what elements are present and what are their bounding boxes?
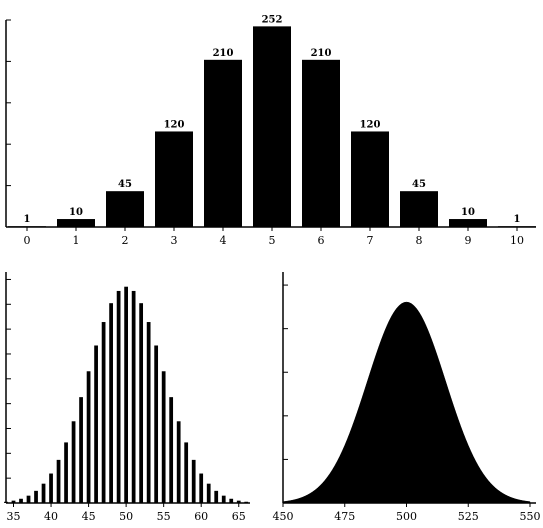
x-tick-label: 9: [465, 234, 472, 247]
bar: [124, 286, 128, 503]
bar: [244, 501, 249, 503]
bar: [176, 421, 181, 503]
bar: [49, 473, 53, 503]
bar: [498, 226, 536, 227]
bar: [41, 483, 46, 503]
bar: [26, 495, 31, 503]
distribution-area: [282, 301, 531, 504]
x-tick-label: 5: [269, 234, 276, 247]
x-tick-label: 3: [171, 234, 178, 247]
x-tick-label: 35: [7, 510, 21, 523]
bar: [169, 397, 174, 503]
bar: [204, 59, 242, 227]
bar: [109, 303, 113, 503]
x-tick-label: 450: [273, 510, 294, 523]
x-tick-label: 8: [416, 234, 423, 247]
bar: [146, 322, 151, 503]
bar: [206, 483, 211, 503]
x-tick-label: 475: [334, 510, 355, 523]
data-label: 1: [24, 214, 31, 225]
bar: [79, 397, 83, 503]
x-tick-label: 55: [157, 510, 171, 523]
bar: [155, 131, 193, 227]
bar: [19, 498, 23, 503]
data-label: 1: [514, 214, 521, 225]
bar: [351, 131, 389, 227]
bar: [94, 345, 98, 503]
data-label: 45: [412, 179, 426, 190]
bar: [449, 219, 487, 227]
bar: [4, 501, 8, 503]
data-label: 120: [360, 119, 381, 130]
x-tick-label: 0: [24, 234, 31, 247]
x-tick-label: 2: [122, 234, 129, 247]
x-tick-label: 500: [396, 510, 417, 523]
bar: [8, 226, 46, 227]
bar: [34, 490, 38, 503]
bar: [191, 459, 196, 503]
bar: [161, 371, 166, 503]
x-tick-label: 65: [232, 510, 246, 523]
data-label: 45: [118, 179, 132, 190]
bar: [64, 442, 68, 503]
data-label: 252: [262, 14, 283, 25]
bar: [101, 322, 106, 503]
bar: [302, 59, 340, 227]
bar: [139, 303, 144, 503]
bottom-right-binomial-chart: 450 475 500 525 550: [273, 272, 541, 523]
x-tick-label: 50: [119, 510, 133, 523]
data-label: 210: [213, 48, 234, 59]
bar: [253, 26, 291, 227]
bar: [71, 421, 76, 503]
x-tick-label: 1: [73, 234, 80, 247]
bar: [214, 490, 219, 503]
x-tick-label: 60: [194, 510, 208, 523]
bar: [86, 371, 91, 503]
data-label: 210: [311, 48, 332, 59]
x-tick-label: 6: [318, 234, 325, 247]
bar: [400, 191, 438, 227]
bar: [236, 500, 241, 503]
bottom-left-binomial-chart: 35 40 45 50 55 60 65: [4, 272, 250, 523]
data-label: 120: [164, 119, 185, 130]
bar: [229, 498, 234, 503]
bar: [184, 442, 189, 503]
bar: [56, 459, 61, 503]
bar: [57, 219, 95, 227]
x-tick-label: 550: [520, 510, 541, 523]
x-tick-label: 40: [44, 510, 58, 523]
bar: [116, 290, 121, 503]
bar: [106, 191, 144, 227]
data-label: 10: [69, 207, 83, 218]
x-tick-label: 10: [510, 234, 524, 247]
x-tick-label: 45: [82, 510, 96, 523]
x-tick-label: 525: [458, 510, 479, 523]
data-label: 10: [461, 207, 475, 218]
bar: [199, 473, 204, 503]
x-tick-label: 7: [367, 234, 374, 247]
bar: [221, 495, 226, 503]
bar: [154, 345, 159, 503]
x-tick-label: 4: [220, 234, 227, 247]
bar: [131, 290, 136, 503]
bar: [11, 500, 16, 503]
